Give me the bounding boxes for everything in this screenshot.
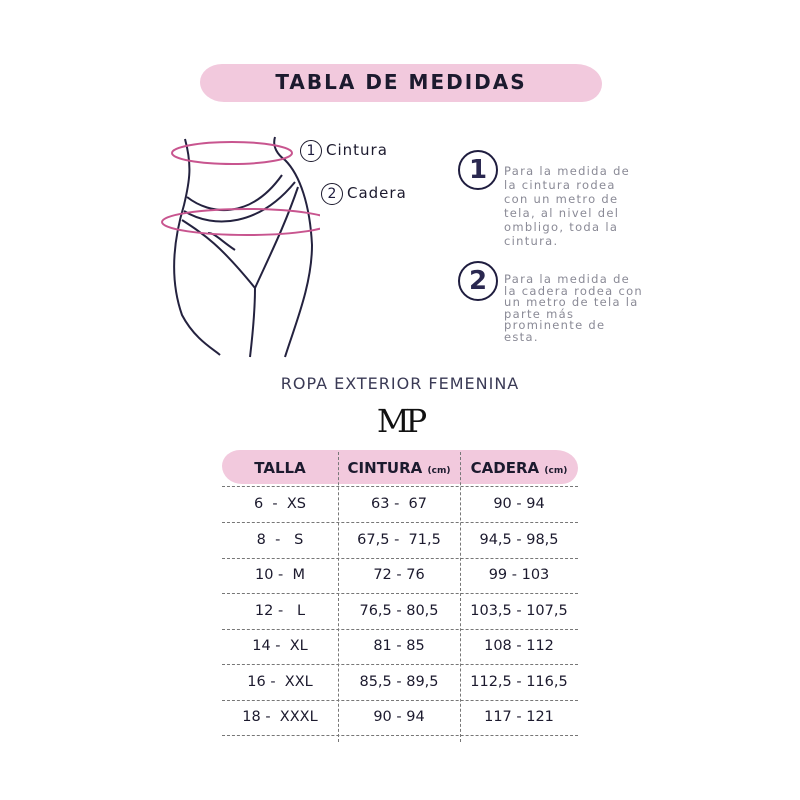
cadera-label: Cadera bbox=[347, 184, 407, 202]
instruction-1-text: Para la medida de la cintura rodea con u… bbox=[504, 164, 631, 248]
header-divider bbox=[222, 452, 578, 487]
cadera-cell: 103,5 - 107,5 bbox=[470, 602, 568, 619]
cadera-cell: 108 - 112 bbox=[484, 638, 554, 654]
talla-cell: 8 - S bbox=[256, 531, 304, 548]
talla-cell: 18 - XXXL bbox=[242, 709, 318, 725]
title-banner bbox=[200, 64, 602, 102]
column-divider bbox=[460, 452, 461, 742]
header-label: CINTURA bbox=[347, 459, 423, 477]
body-illustration bbox=[161, 136, 320, 358]
cintura-label: Cintura bbox=[326, 141, 388, 159]
cintura-cell: 76,5 - 80,5 bbox=[359, 602, 439, 619]
cintura-cell: 67,5 - 71,5 bbox=[357, 531, 441, 548]
talla-cell: 12 - L bbox=[254, 602, 306, 619]
talla-cell: 14 - XL bbox=[252, 638, 308, 654]
table-header-bg bbox=[222, 450, 578, 484]
subtitle: ROPA EXTERIOR FEMENINA bbox=[280, 374, 520, 393]
header-unit: (cm) bbox=[427, 466, 451, 476]
talla-cell: 16 - XXL bbox=[247, 673, 313, 690]
cadera-cell: 117 - 121 bbox=[484, 709, 554, 725]
column-divider bbox=[338, 452, 339, 742]
cadera-cell: 94,5 - 98,5 bbox=[479, 531, 559, 548]
table-row: 12 - L 76,5 - 80,5 103,5 - 107,5 bbox=[222, 594, 578, 630]
cintura-cell: 63 - 67 bbox=[371, 496, 427, 512]
header-cadera: CADERA (cm) bbox=[460, 459, 578, 477]
table-row: 14 - XL 81 - 85 108 - 112 bbox=[222, 629, 578, 665]
page-title: TABLA DE MEDIDAS bbox=[275, 70, 527, 94]
table-row: 18 - XXXL 90 - 94 117 - 121 bbox=[222, 700, 578, 736]
header-talla: TALLA bbox=[222, 459, 338, 477]
cintura-cell: 81 - 85 bbox=[373, 638, 425, 654]
table-row: 10 - M 72 - 76 99 - 103 bbox=[222, 558, 578, 594]
instruction-2-badge: 2 bbox=[458, 261, 498, 301]
table-row: 16 - XXL 85,5 - 89,5 112,5 - 116,5 bbox=[222, 665, 578, 701]
cadera-cell: 99 - 103 bbox=[488, 567, 550, 583]
instruction-1-badge: 1 bbox=[458, 150, 498, 190]
cadera-cell: 90 - 94 bbox=[493, 496, 545, 512]
cintura-number-badge: 1 bbox=[300, 140, 322, 162]
cadera-number-badge: 2 bbox=[321, 183, 343, 205]
cadera-cell: 112,5 - 116,5 bbox=[470, 673, 568, 690]
header-label: TALLA bbox=[254, 459, 306, 477]
cintura-cell: 72 - 76 bbox=[373, 567, 425, 583]
table-row: 8 - S 67,5 - 71,5 94,5 - 98,5 bbox=[222, 523, 578, 559]
talla-cell: 6 - XS bbox=[253, 496, 307, 512]
cintura-cell: 85,5 - 89,5 bbox=[359, 673, 439, 690]
table-row: 6 - XS 63 - 67 90 - 94 bbox=[222, 487, 578, 523]
talla-cell: 10 - M bbox=[254, 567, 306, 583]
cintura-cell: 90 - 94 bbox=[373, 709, 425, 725]
header-label: CADERA bbox=[470, 459, 540, 477]
brand-logo: MP bbox=[376, 402, 427, 440]
instruction-2-text: Para la medida de la cadera rodea con un… bbox=[504, 272, 644, 344]
header-unit: (cm) bbox=[544, 466, 568, 476]
header-cintura: CINTURA (cm) bbox=[338, 459, 460, 477]
